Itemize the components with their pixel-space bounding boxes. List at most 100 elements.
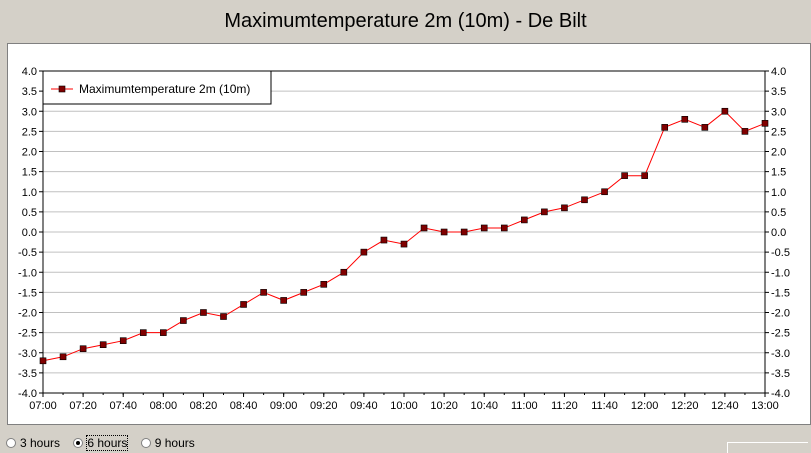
data-point [721,107,729,115]
x-tick-label: 12:40 [711,400,739,412]
legend-marker [58,85,66,93]
corner-button[interactable] [727,442,808,453]
y-tick-label-left: 2.0 [22,147,37,159]
data-point [621,172,628,179]
data-point [79,345,87,353]
x-tick-label: 12:00 [631,400,659,412]
y-axis-right: 4.0 3.5 3.0 2.5 2.0 1.5 1.0 0.5 0.0 -0.5 -1.0 -1.5 -… [765,66,790,400]
data-point [99,341,107,349]
x-tick-label: 08:40 [230,400,258,412]
y-tick-label-right: 1.5 [771,167,786,179]
y-tick-label-left: -3.0 [18,348,37,360]
series-line [42,110,766,362]
data-point [541,208,548,216]
chart-title: Maximumtemperature 2m (10m) - De Bilt [224,10,587,32]
data-point [500,224,508,232]
data-point [320,281,328,288]
x-tick-label: 12:20 [671,400,699,412]
data-point [561,204,568,212]
y-tick-label-right: 2.5 [771,126,786,138]
data-point [440,228,448,236]
data-point [460,228,468,236]
y-tick-label-left: -2.5 [18,328,37,340]
data-point [260,289,267,296]
data-point [741,128,749,135]
time-range-options: 3 hours 6 hours 9 hours [6,434,205,451]
y-tick-label-right: -1.5 [771,287,790,299]
option-3-hours[interactable]: 3 hours [6,435,60,450]
y-tick-label-right: 1.0 [771,187,786,199]
y-tick-label-right: 0.5 [771,207,786,219]
data-point [200,309,207,316]
y-tick-label-left: 4.0 [22,66,37,78]
data-point [220,313,227,320]
x-tick-label: 10:00 [390,400,418,412]
option-9-hours[interactable]: 9 hours [140,435,195,450]
y-tick-label-right: -4.0 [771,388,790,400]
y-tick-label-right: 0.0 [771,227,786,239]
data-point [340,268,348,276]
data-point [59,353,67,361]
y-tick-label-left: -3.5 [18,368,37,380]
option-6-hours-label: 6 hours [86,434,129,451]
data-point [521,216,528,224]
data-point [701,124,709,131]
data-point [160,329,167,336]
y-tick-label-left: 0.0 [22,227,37,239]
y-tick-label-right: -3.5 [771,368,790,380]
radio-6-hours[interactable] [73,437,84,448]
y-axis-left: 4.0 3.5 3.0 2.5 2.0 1.5 1.0 0.5 0.0 -0.5 -1.0 -1.5 -… [18,66,43,400]
y-tick-label-left: 3.5 [22,86,37,98]
x-tick-label: 13:00 [751,400,779,412]
y-tick-label-left: -0.5 [18,247,37,259]
legend: Maximumtemperature 2m (10m) [42,70,272,105]
data-point [139,329,147,336]
option-9-hours-label: 9 hours [154,435,195,450]
data-point [360,248,368,256]
data-point [761,120,769,127]
x-tick-label: 07:40 [109,400,137,412]
y-tick-label-right: -2.0 [771,308,790,320]
data-point [119,337,127,344]
x-tick-label: 09:40 [350,400,378,412]
x-tick-label: 08:00 [150,400,178,412]
data-point [641,172,648,179]
legend-box [42,70,272,105]
data-point [380,236,388,244]
y-tick-label-right: 3.0 [771,106,786,118]
x-tick-label: 07:20 [69,400,97,412]
legend-label: Maximumtemperature 2m (10m) [79,82,250,96]
y-tick-label-left: -2.0 [18,308,37,320]
x-tick-label: 07:00 [29,400,57,412]
x-tick-label: 11:40 [591,400,618,412]
data-point [420,224,428,232]
data-point [400,240,408,248]
data-point [601,188,608,196]
radio-3-hours[interactable] [6,437,16,448]
y-tick-label-left: -1.0 [18,267,37,279]
y-tick-label-left: 1.0 [22,187,37,199]
data-point [661,124,669,131]
x-tick-label: 09:00 [270,400,298,412]
data-point [581,196,588,204]
y-tick-label-left: 3.0 [22,106,37,118]
x-tick-label: 08:20 [190,400,218,412]
radio-9-hours[interactable] [140,437,151,448]
y-tick-label-left: 1.5 [22,167,37,179]
y-tick-label-left: 2.5 [22,126,37,138]
y-tick-label-right: -2.5 [771,328,790,340]
line-chart: 4.0 3.5 3.0 2.5 2.0 1.5 1.0 0.5 0.0 -0.5 -1.0 -1.5 -… [18,66,790,412]
y-tick-label-right: 4.0 [771,66,786,78]
x-tick-label: 11:00 [511,400,538,412]
data-point [300,289,308,296]
option-6-hours[interactable]: 6 hours [73,434,129,451]
y-tick-label-right: 3.5 [771,86,786,98]
data-point [240,301,247,308]
y-tick-label-right: 2.0 [771,147,786,159]
data-point [280,297,287,304]
y-tick-label-left: -1.5 [18,287,37,299]
x-tick-label: 09:20 [310,400,338,412]
data-point [180,317,187,324]
x-tick-label: 10:20 [430,400,458,412]
data-point [681,116,689,123]
